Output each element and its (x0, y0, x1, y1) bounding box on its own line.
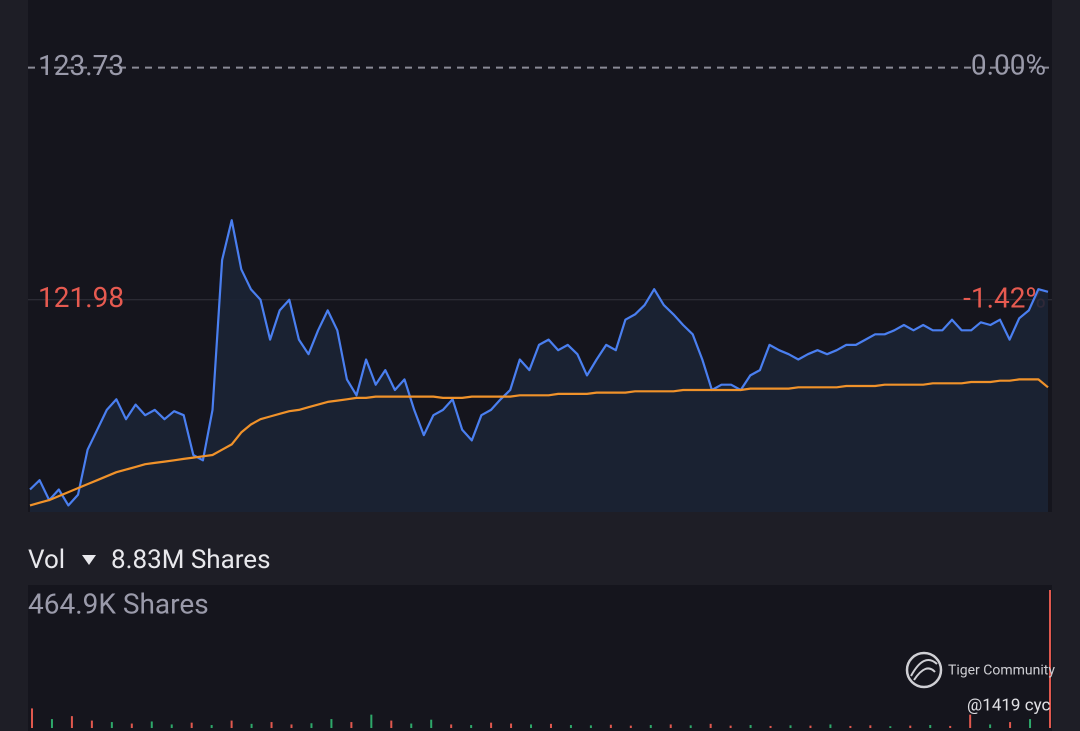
volume-bar (1029, 719, 1032, 728)
volume-bar (450, 724, 453, 728)
volume-bar (110, 722, 113, 728)
volume-bar (689, 725, 692, 728)
price-line (29, 219, 1049, 507)
volume-bar (849, 725, 852, 728)
volume-bar (649, 725, 652, 728)
volume-bar (510, 723, 513, 728)
volume-bar (470, 725, 473, 728)
volume-bar (90, 720, 93, 728)
volume-bar (729, 725, 732, 728)
y-tick-label: 464.9K Shares (28, 587, 209, 620)
y-tick-label: 123.73 (38, 49, 124, 82)
logo (905, 651, 943, 689)
volume-total: 8.83M Shares (111, 545, 271, 575)
volume-bar (250, 723, 253, 728)
price-area (30, 220, 1048, 512)
volume-bar (70, 716, 73, 728)
volume-bar (130, 723, 133, 728)
volume-label[interactable]: Vol (28, 545, 65, 575)
volume-bar (669, 724, 672, 728)
volume-bar (789, 725, 792, 728)
volume-bar (609, 724, 612, 728)
volume-bar (889, 726, 892, 728)
volume-bar (390, 720, 393, 728)
volume-panel (28, 585, 1052, 731)
volume-bar (569, 725, 572, 728)
volume-bar (31, 708, 33, 728)
volume-bar (969, 714, 972, 728)
volume-bar (150, 721, 153, 728)
y2-tick-label: 0.00% (971, 49, 1046, 82)
volume-bar (769, 725, 772, 728)
volume-bar (50, 719, 53, 728)
dropdown-arrow[interactable] (82, 555, 96, 565)
volume-bar (989, 724, 992, 728)
volume-bar (190, 722, 193, 728)
volume-bar (869, 725, 872, 728)
volume-bar (290, 724, 293, 728)
watermark-user: @1419 cyc (967, 695, 1051, 715)
y-tick-label: 121.98 (38, 281, 124, 314)
volume-bar (1049, 590, 1051, 728)
volume-bar (549, 723, 552, 728)
volume-bar (350, 722, 353, 728)
volume-bar (530, 724, 533, 728)
volume-bar (949, 725, 952, 728)
volume-chart: 464.9K Shares (28, 587, 1051, 728)
watermark-brand: Tiger Community (948, 663, 1055, 679)
average-line (29, 378, 1049, 507)
volume-bar (709, 723, 712, 728)
volume-bar (749, 725, 752, 728)
logo-mark (910, 659, 938, 681)
volume-bar (270, 722, 273, 728)
volume-bar (809, 725, 812, 728)
volume-bar (629, 725, 632, 728)
volume-bar (430, 719, 433, 728)
volume-bar (410, 723, 413, 728)
volume-bar (310, 723, 313, 728)
volume-bar (370, 714, 373, 728)
volume-bar (909, 725, 912, 728)
volume-bar (170, 724, 173, 728)
volume-bar (1009, 722, 1012, 728)
volume-bar (929, 725, 932, 728)
volume-bar (589, 725, 592, 728)
volume-bar (829, 724, 832, 728)
volume-bar (210, 725, 213, 728)
volume-bar (230, 720, 233, 728)
volume-bar (330, 719, 333, 728)
volume-bar (490, 722, 493, 728)
